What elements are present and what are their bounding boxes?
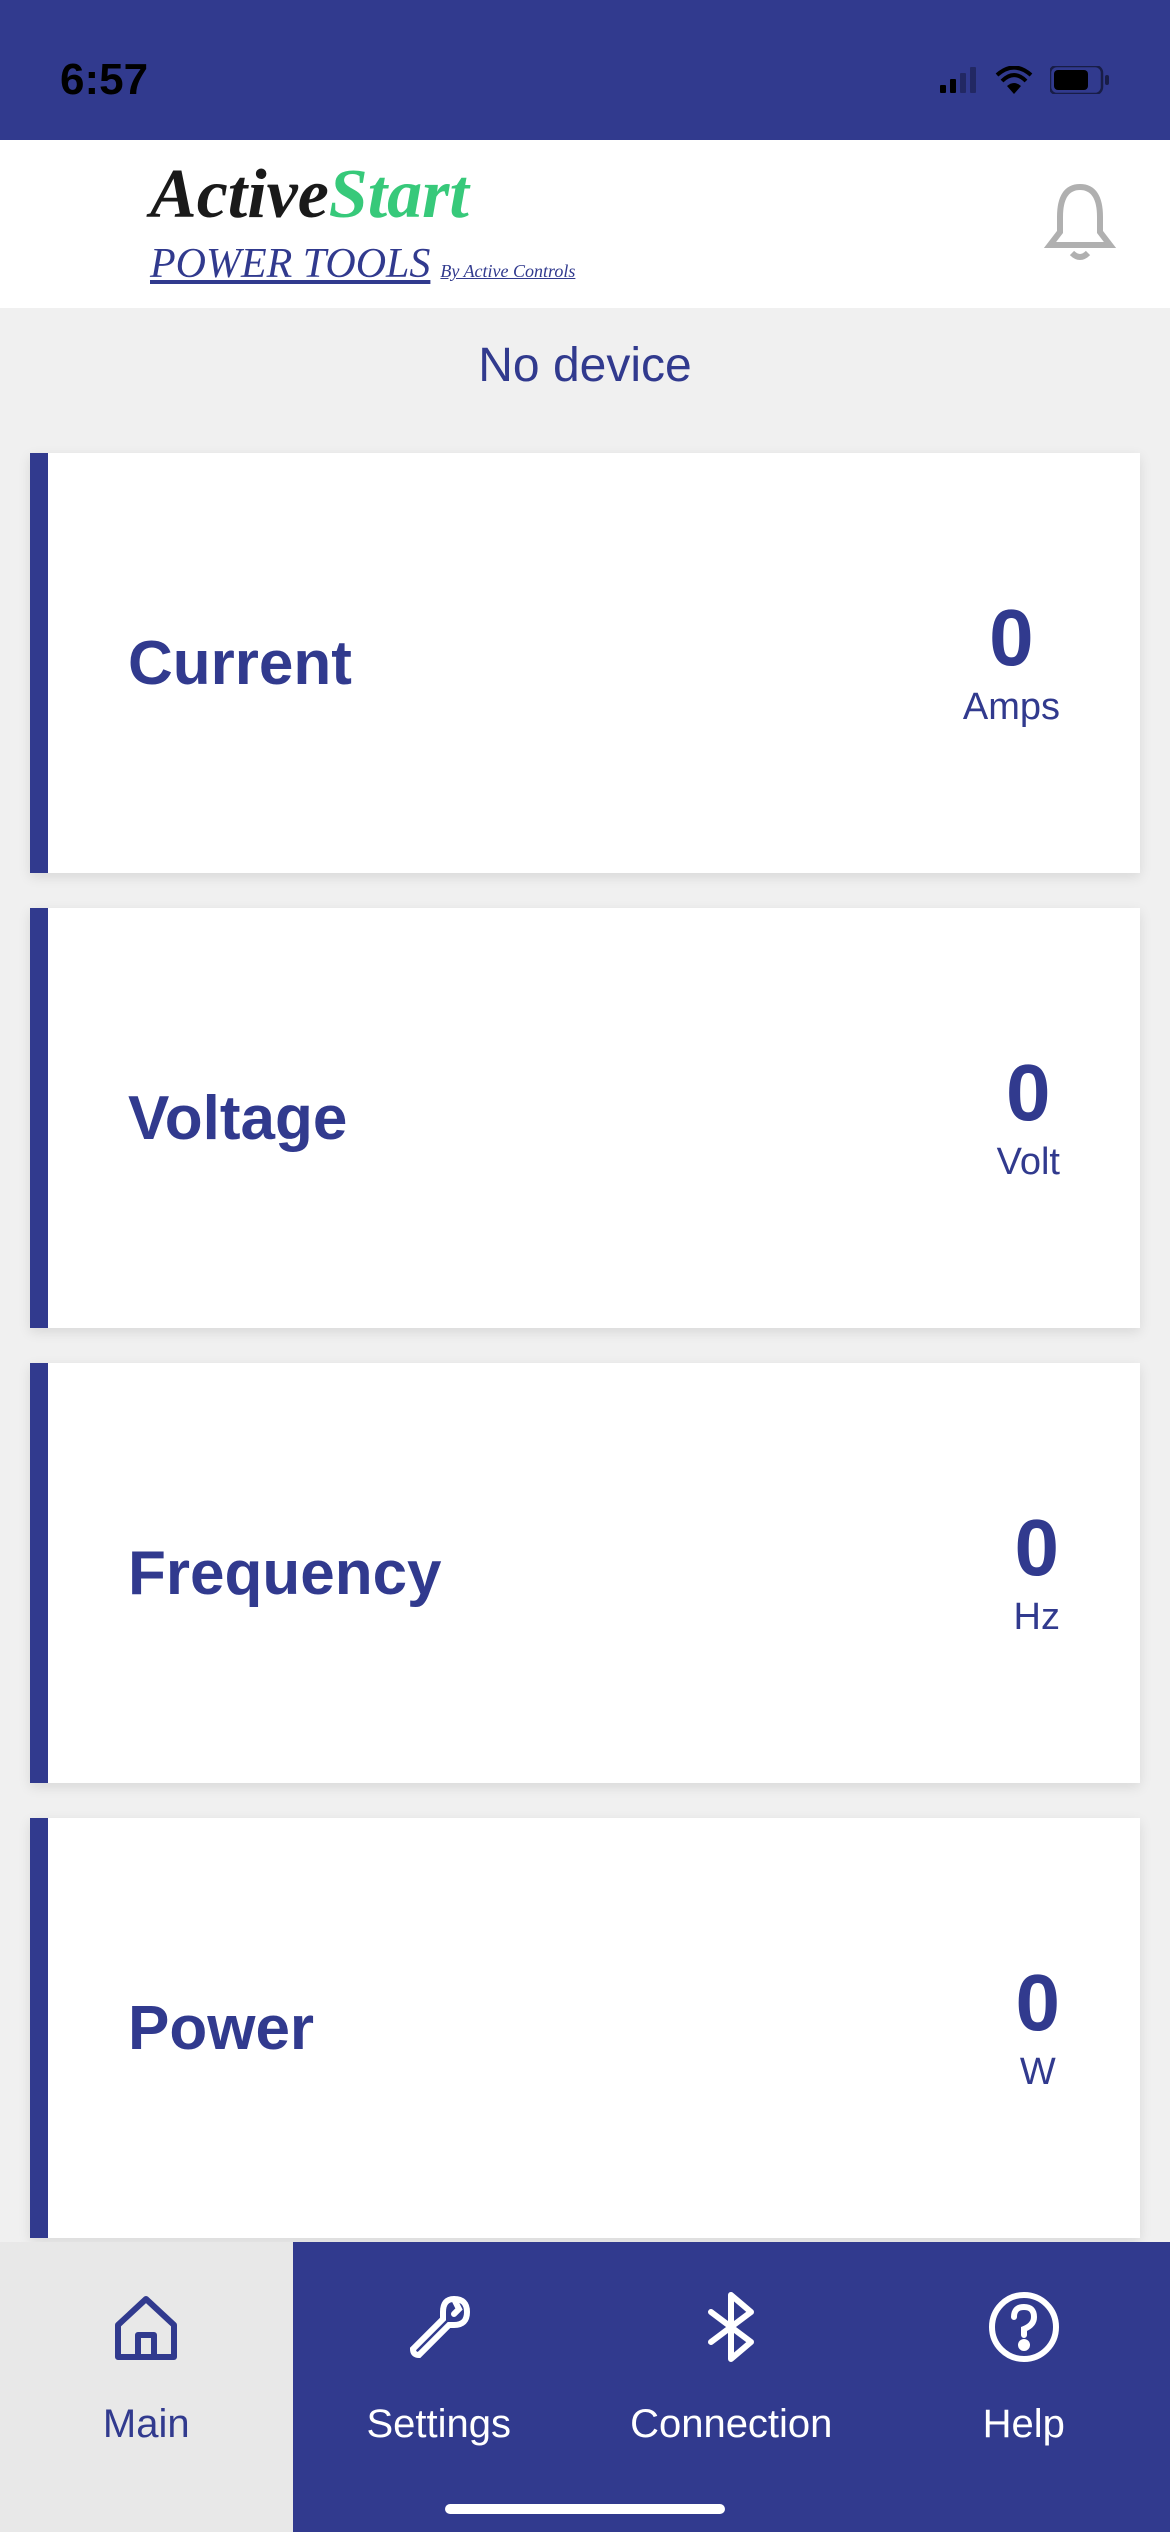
card-label: Current [128,628,352,699]
logo-word-start: Start [329,160,469,230]
logo-subtitle-text: POWER TOOLS [150,240,430,288]
bell-icon[interactable] [1040,177,1120,272]
logo: ActiveStart POWER TOOLS By Active Contro… [150,160,575,288]
card-label: Power [128,1993,314,2064]
nav-item-main[interactable]: Main [0,2242,293,2532]
home-indicator[interactable] [445,2504,725,2514]
nav-item-help[interactable]: Help [878,2242,1170,2532]
card-label: Voltage [128,1083,347,1154]
card-value: 0 [1016,1963,1061,2043]
nav-label: Connection [630,2402,832,2447]
nav-label: Main [103,2402,190,2447]
app-header: ActiveStart POWER TOOLS By Active Contro… [0,140,1170,308]
metric-card-current[interactable]: Current 0 Amps [30,453,1140,873]
card-value-container: 0 Volt [997,1053,1060,1184]
bottom-nav: Main Settings Connection Help [0,2242,1170,2532]
status-icons [940,66,1110,94]
card-value-container: 0 Hz [1014,1508,1060,1639]
status-bar: 6:57 [0,0,1170,140]
logo-byline: By Active Controls [440,261,575,282]
status-time: 6:57 [60,55,148,105]
wifi-icon [994,66,1034,94]
card-unit: Volt [997,1141,1060,1184]
help-icon [984,2287,1064,2372]
wrench-icon [399,2287,479,2372]
card-value: 0 [1006,1053,1051,1133]
nav-label: Help [983,2402,1065,2447]
logo-subtitle: POWER TOOLS By Active Controls [150,240,575,288]
logo-title: ActiveStart [150,160,575,230]
bluetooth-icon [691,2287,771,2372]
card-unit: Hz [1014,1596,1060,1639]
cards-container: Current 0 Amps Voltage 0 Volt Frequency … [0,423,1170,2238]
logo-word-active: Active [150,160,329,230]
home-icon [106,2287,186,2372]
card-unit: Amps [963,686,1060,729]
cellular-icon [940,67,978,93]
nav-item-connection[interactable]: Connection [585,2242,878,2532]
nav-item-settings[interactable]: Settings [293,2242,586,2532]
metric-card-voltage[interactable]: Voltage 0 Volt [30,908,1140,1328]
card-value: 0 [1015,1508,1060,1588]
card-label: Frequency [128,1538,442,1609]
card-value-container: 0 W [1016,1963,1061,2094]
nav-label: Settings [366,2402,511,2447]
metric-card-frequency[interactable]: Frequency 0 Hz [30,1363,1140,1783]
card-value: 0 [989,598,1034,678]
battery-icon [1050,66,1110,94]
device-status: No device [0,308,1170,423]
card-unit: W [1020,2051,1056,2094]
metric-card-power[interactable]: Power 0 W [30,1818,1140,2238]
card-value-container: 0 Amps [963,598,1060,729]
